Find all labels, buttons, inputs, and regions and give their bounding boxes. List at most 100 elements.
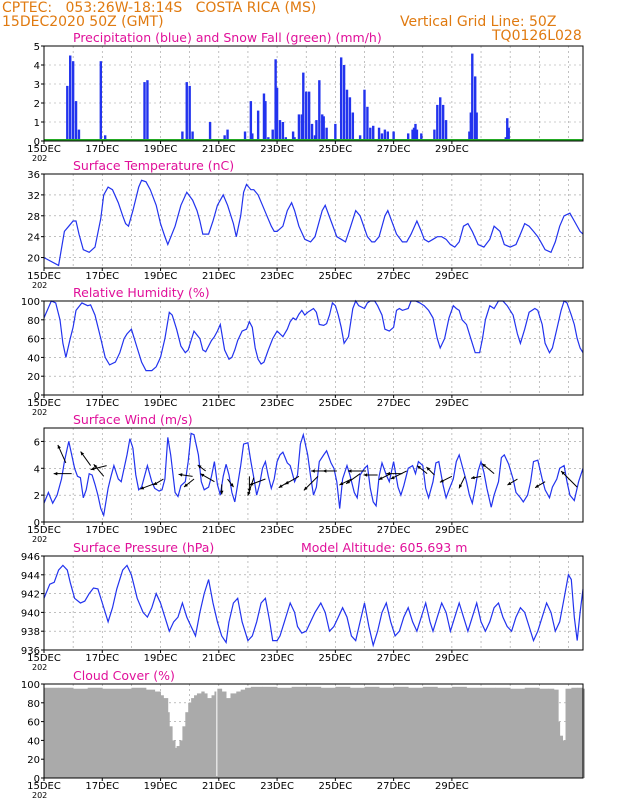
x-tick-label: 27DEC xyxy=(377,144,411,155)
x-tick-label: 27DEC xyxy=(377,653,411,664)
x-tick-label: 29DEC xyxy=(435,144,469,155)
precip-bar xyxy=(251,133,254,141)
precip-bar xyxy=(325,127,328,141)
precip-bar xyxy=(302,72,305,141)
x-tick-label: 21DEC xyxy=(202,525,236,536)
precip-bar xyxy=(351,112,355,141)
wind-arrowhead xyxy=(197,465,202,469)
x-tick-label: 21DEC xyxy=(202,781,236,792)
precip-bar xyxy=(77,129,81,141)
precip-bar xyxy=(433,129,436,141)
x-tick-label: 29DEC xyxy=(435,525,469,536)
precip-bar xyxy=(411,129,414,141)
x-tick-label: 21DEC xyxy=(202,398,236,409)
y-tick-label: 60 xyxy=(27,718,40,729)
x-tick-label: 25DEC xyxy=(318,653,352,664)
x-tick-label: 15DEC xyxy=(27,398,61,409)
x-tick-label: 29DEC xyxy=(435,271,469,282)
y-tick-label: 0 xyxy=(34,137,40,148)
cloud-bar xyxy=(236,691,242,778)
precip-bar xyxy=(281,122,285,141)
x-year-label: 202 xyxy=(32,408,47,417)
cloud-bar xyxy=(539,688,549,778)
x-year-label: 202 xyxy=(32,535,47,544)
x-tick-label: 17DEC xyxy=(85,781,119,792)
x-tick-label: 23DEC xyxy=(260,144,294,155)
precip-bar xyxy=(348,97,352,141)
y-tick-label: 2 xyxy=(34,99,40,110)
precip-bar xyxy=(420,133,423,141)
cloud-bar xyxy=(559,735,564,778)
precip-bar xyxy=(366,106,369,141)
cloud-bar xyxy=(163,698,169,778)
precip-bar xyxy=(274,59,277,141)
cloud-bar xyxy=(73,688,89,778)
x-tick-label: 27DEC xyxy=(377,781,411,792)
precip-bar xyxy=(188,85,191,141)
cloud-bar xyxy=(214,691,217,778)
precip-bar xyxy=(223,135,226,141)
x-tick-label: 27DEC xyxy=(377,271,411,282)
precip-bar xyxy=(386,131,389,141)
precip-bar xyxy=(383,129,387,141)
wind-arrowhead xyxy=(93,464,98,469)
cloud-bar xyxy=(44,687,59,778)
x-year-label: 202 xyxy=(32,281,47,290)
x-tick-label: 15DEC xyxy=(27,271,61,282)
precip-bar xyxy=(256,110,260,141)
cloud-bar xyxy=(217,688,223,778)
pressure-panel: 936 938 940 942 944 946 15DEC 17DEC 19DEC 21DEC 23… xyxy=(21,540,584,672)
y-tick-label: 944 xyxy=(21,571,40,582)
wind-arrowhead xyxy=(140,486,145,490)
cloud-bar xyxy=(349,687,365,778)
panel-title: Cloud Cover (%) xyxy=(73,668,175,683)
x-tick-label: 25DEC xyxy=(318,144,352,155)
precip-bar xyxy=(415,129,419,141)
y-tick-label: 40 xyxy=(27,353,40,364)
y-tick-label: 0 xyxy=(34,391,40,402)
wind-arrowhead xyxy=(346,480,351,484)
cloud-bar xyxy=(172,740,176,778)
precip-bar xyxy=(358,135,362,141)
precip-bar xyxy=(339,57,343,141)
x-tick-label: 19DEC xyxy=(144,271,178,282)
cloud-bar xyxy=(185,712,189,778)
cloud-bar xyxy=(160,695,164,778)
precip-bar xyxy=(181,131,184,141)
y-tick-label: 28 xyxy=(27,212,40,223)
panel-frame xyxy=(43,555,584,651)
wind-arrowhead xyxy=(57,444,61,449)
precip-bar xyxy=(74,101,78,141)
cloud-bar xyxy=(215,776,218,778)
cloud-bar xyxy=(562,740,566,778)
cloud-bar xyxy=(169,726,173,778)
precip-bar xyxy=(315,120,318,141)
cloud-bar xyxy=(408,687,424,778)
x-tick-label: 17DEC xyxy=(85,271,119,282)
panel-title: Relative Humidity (%) xyxy=(73,285,210,300)
cloud-bar xyxy=(393,686,409,778)
x-tick-label: 29DEC xyxy=(435,653,469,664)
header-code: TQ0126L028 xyxy=(492,28,582,44)
precip-bar xyxy=(143,82,146,141)
x-tick-label: 29DEC xyxy=(435,398,469,409)
panel-frame xyxy=(43,173,584,269)
cloud-bar xyxy=(335,686,351,778)
wind-arrowhead xyxy=(153,481,158,485)
x-tick-label: 29DEC xyxy=(435,781,469,792)
x-tick-label: 25DEC xyxy=(318,398,352,409)
precip-bar xyxy=(475,112,478,141)
x-tick-label: 21DEC xyxy=(202,271,236,282)
precip-bar xyxy=(334,123,337,141)
x-tick-label: 23DEC xyxy=(260,271,294,282)
wind-arrowhead xyxy=(390,475,395,479)
cloud-bar xyxy=(175,747,178,778)
y-tick-label: 32 xyxy=(27,191,40,202)
cloud-bar xyxy=(58,687,74,778)
cloud-bar xyxy=(320,687,336,778)
precip-bar xyxy=(439,97,442,141)
x-year-label: 202 xyxy=(32,154,47,163)
wind-arrowhead xyxy=(53,471,58,476)
cloud-bar xyxy=(145,689,156,778)
panel-title: Surface Temperature (nC) xyxy=(73,158,234,173)
